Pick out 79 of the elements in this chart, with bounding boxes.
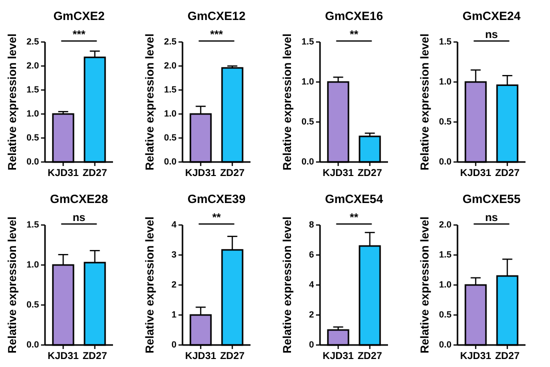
y-axis-title: Relative expression level [420,216,432,354]
text: ns [72,212,86,224]
y-tick-label: 1.0 [26,108,39,118]
x-tick-label: KJD31 [460,351,492,362]
text: ** [350,29,359,41]
y-tick-label: 0.5 [26,299,39,310]
y-tick-label: 0.5 [164,132,176,142]
chart-title: GmCXE39 [187,192,246,206]
y-tick-label: 1.0 [301,76,314,86]
text: *** [72,29,86,41]
y-tick-label: 8 [308,219,314,230]
text: ** [350,212,359,224]
x-tick-label: KJD31 [48,168,80,179]
chart-title: GmCXE28 [50,192,108,206]
x-tick-label: ZD27 [82,351,108,362]
x-tick-label: KJD31 [322,168,354,179]
y-tick-label: 0 [171,339,176,350]
y-tick-label: 1.5 [26,219,39,230]
text: ns [485,29,498,41]
y-tick-label: 1.5 [164,84,176,94]
y-tick-label: 2.0 [438,219,452,230]
y-tick-label: 1.0 [438,76,452,86]
x-tick-label: ZD27 [220,168,245,179]
y-tick-label: 1.5 [438,249,452,260]
y-tick-label: 0.0 [164,156,176,166]
x-tick-label: ZD27 [358,351,382,362]
y-tick-label: 3 [171,249,176,260]
y-axis-title: Relative expression level [420,34,432,170]
y-tick-label: 0 [308,339,314,350]
y-tick-label: 6 [308,249,314,260]
chart-title: GmCXE12 [187,9,246,23]
chart-title: GmCXE54 [324,192,384,206]
y-tick-label: 1.0 [26,259,39,270]
y-tick-label: 0.5 [438,309,452,320]
y-tick-label: 1.5 [438,36,452,46]
y-axis-title: Relative expression level [7,34,20,170]
chart-title: GmCXE55 [462,192,521,206]
y-tick-label: 2 [308,309,314,320]
y-axis-title: Relative expression level [282,34,294,170]
y-tick-label: 0.5 [438,116,452,126]
text: ns [485,212,498,224]
y-tick-label: 2 [171,279,176,290]
y-axis-title: Relative expression level [7,216,20,354]
y-tick-label: 0.0 [438,339,452,350]
y-axis-title: Relative expression level [282,216,294,354]
y-tick-label: 0.5 [301,116,314,126]
text: *** [210,29,224,41]
y-tick-label: 2.0 [164,60,176,70]
y-tick-label: 1 [171,309,176,320]
x-tick-label: ZD27 [220,351,245,362]
y-tick-label: 0.0 [26,339,39,350]
y-axis-title: Relative expression level [144,216,157,354]
y-tick-label: 0.0 [438,156,452,166]
y-tick-label: 1.0 [438,279,452,290]
text: ** [212,212,222,224]
x-tick-label: ZD27 [495,168,520,179]
y-tick-label: 4 [171,219,176,230]
x-tick-label: ZD27 [495,351,520,362]
x-tick-label: KJD31 [460,168,492,179]
y-tick-label: 1.0 [164,108,176,118]
x-tick-label: ZD27 [358,168,382,179]
y-axis-title: Relative expression level [144,34,157,170]
y-tick-label: 0.0 [301,156,314,166]
chart-title: GmCXE2 [53,9,105,23]
x-tick-label: ZD27 [82,168,108,179]
y-tick-label: 0.0 [26,156,39,166]
x-tick-label: KJD31 [48,351,80,362]
y-tick-label: 2.5 [26,36,39,46]
chart-title: GmCXE24 [462,9,521,23]
y-tick-label: 4 [308,279,314,290]
x-tick-label: KJD31 [185,168,217,179]
chart-title: GmCXE16 [324,9,384,23]
y-tick-label: 1.5 [26,84,39,94]
x-tick-label: KJD31 [322,351,354,362]
y-tick-label: 0.5 [26,132,39,142]
y-tick-label: 1.5 [301,36,314,46]
x-tick-label: KJD31 [185,351,217,362]
y-tick-label: 2.0 [26,60,39,70]
y-tick-label: 2.5 [164,36,176,46]
